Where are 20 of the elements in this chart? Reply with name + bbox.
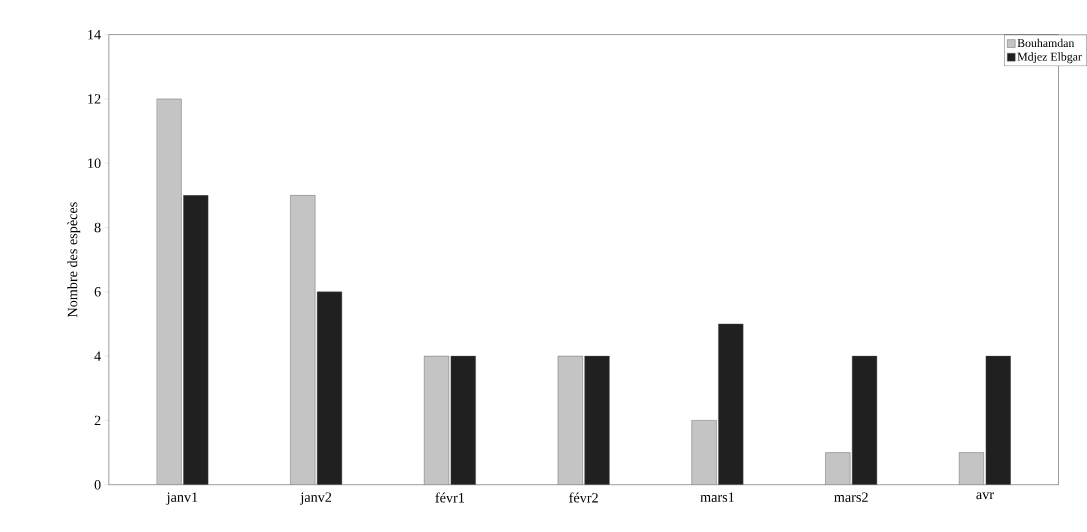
y-tick-label: 4 [94,351,101,361]
y-tick-label: 8 [94,222,101,233]
legend-label: Bouhamdan [1017,38,1075,47]
y-tick-label: 10 [88,158,101,168]
x-tick-label: janv1 [166,492,198,505]
x-tick-label: mars1 [700,492,734,502]
y-tick-label: 0 [94,479,101,490]
y-tick-label: 6 [94,286,101,297]
x-tick-label: févr2 [569,492,598,503]
legend-label: Mdjez Elbgar [1017,52,1082,64]
y-tick-label: 14 [88,29,101,40]
bar [183,195,209,485]
y-axis-title: Nombre des espèces [67,202,81,318]
y-tick-label: 2 [94,415,101,426]
x-tick-label: avr [976,492,994,500]
x-tick-label: mars2 [834,492,868,502]
y-tick-label: 12 [88,94,101,104]
x-tick-label: janv2 [299,492,332,505]
bar [156,98,182,485]
x-tick-label: févr1 [435,492,465,503]
